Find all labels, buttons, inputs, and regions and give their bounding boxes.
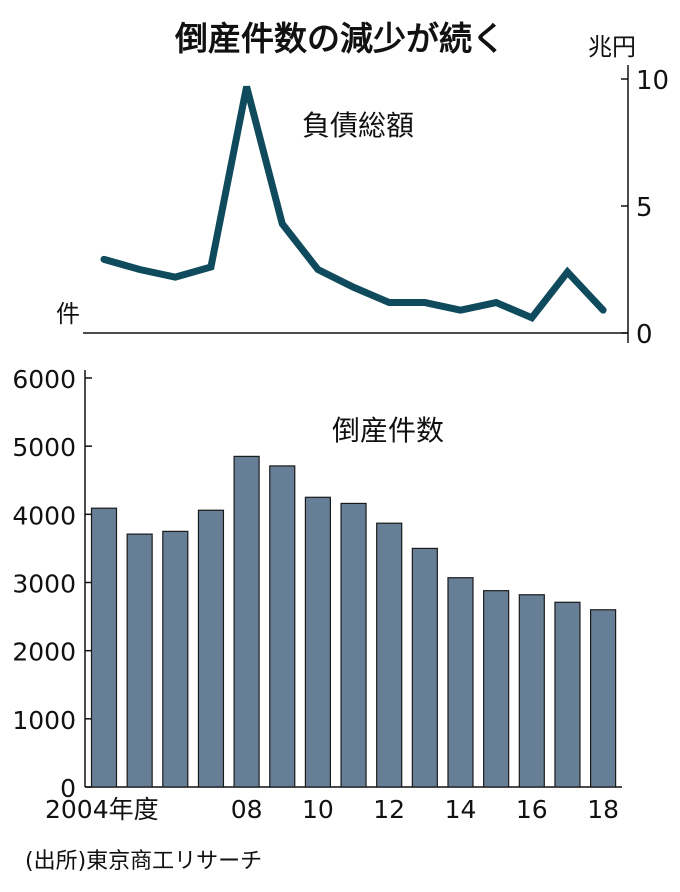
bar-2016: [518, 594, 545, 788]
bar-2012: [376, 522, 403, 788]
bottom-y-tick-label: 2000: [12, 638, 76, 667]
bar-2015: [483, 590, 510, 788]
bottom-y-tick-label: 1000: [12, 706, 76, 735]
bar-2017: [554, 601, 581, 788]
bar-2014: [447, 577, 474, 788]
bottom-y-tick-label: 0: [60, 774, 76, 803]
bottom-x-tick-label: 18: [587, 795, 619, 824]
top-unit-label: 兆円: [588, 33, 636, 61]
bottom-x-tick-label: 14: [445, 795, 477, 824]
bottom-y-tick-label: 6000: [12, 365, 76, 394]
bottom-y-tick-label: 4000: [12, 501, 76, 530]
bar-2005: [126, 533, 153, 788]
bar-2007: [197, 509, 225, 788]
bottom-unit-label: 件: [56, 300, 80, 328]
bottom-y-tick-label: 3000: [12, 570, 76, 599]
bar-2009: [269, 465, 296, 788]
line-series-label: 負債総額: [302, 109, 414, 142]
bar-2006: [162, 530, 189, 788]
source-note: (出所)東京商工リサーチ: [25, 849, 262, 874]
bar-2011: [340, 502, 367, 788]
bar-2008: [233, 455, 260, 788]
bar-2004: [90, 507, 118, 788]
top-y-tick-label: 5: [636, 193, 653, 223]
top-y-tick-label: 0: [636, 320, 653, 350]
bar-series-label: 倒産件数: [332, 414, 444, 447]
bottom-x-tick-label: 12: [373, 795, 405, 824]
bottom-x-tick-label: 2004年度: [45, 795, 159, 824]
bottom-x-tick-label: 10: [302, 795, 334, 824]
bar-2018: [589, 609, 617, 788]
bar-2010: [304, 496, 331, 788]
bottom-x-tick-label: 16: [516, 795, 548, 824]
bottom-x-tick-label: 08: [231, 795, 263, 824]
bottom-y-tick-label: 5000: [12, 433, 76, 462]
top-y-tick-label: 10: [636, 66, 669, 96]
chart-title: 倒産件数の減少が続く: [174, 19, 505, 58]
bar-2013: [411, 547, 438, 788]
